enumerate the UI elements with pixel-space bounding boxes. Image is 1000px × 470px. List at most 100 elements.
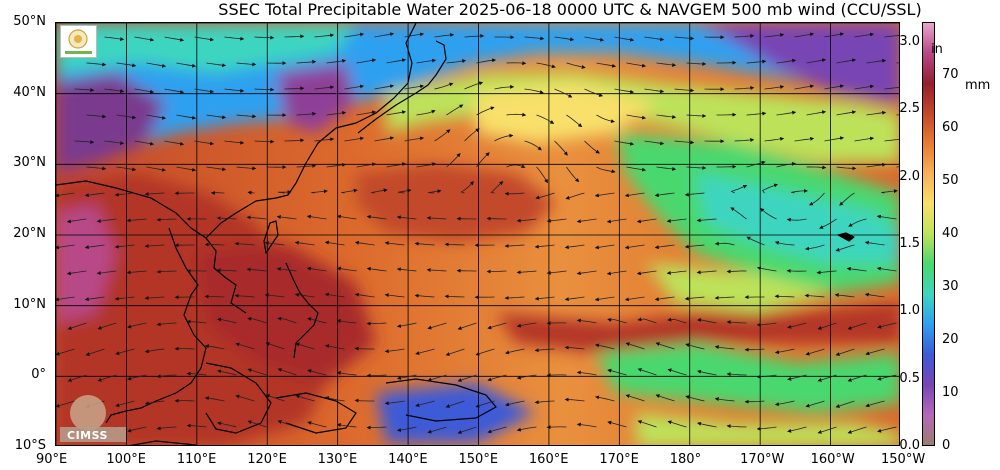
wind-arrow	[85, 348, 105, 356]
wind-arrow	[114, 244, 135, 249]
wind-arrow	[224, 140, 245, 145]
wind-arrow	[204, 294, 225, 299]
wind-arrow	[595, 343, 615, 350]
wind-arrow	[97, 374, 117, 382]
wind-arrow	[384, 241, 405, 246]
wind-arrow	[116, 62, 137, 68]
wind-arrow	[536, 114, 555, 124]
wind-arrow	[809, 192, 825, 206]
wind-arrow	[697, 421, 717, 428]
wind-arrow	[576, 218, 597, 224]
wind-arrow	[667, 317, 687, 324]
wind-arrow	[835, 400, 855, 408]
wind-arrow	[176, 62, 197, 68]
wind-arrow	[67, 322, 87, 330]
wind-arrow	[594, 244, 615, 250]
wind-arrow	[56, 296, 75, 302]
wind-arrow	[866, 162, 887, 168]
wind-arrow	[294, 240, 315, 246]
wind-arrow	[487, 374, 507, 382]
wind-arrow	[686, 113, 707, 118]
wind-arrow	[626, 166, 647, 172]
wind-arrow	[846, 266, 867, 272]
wind-arrow	[206, 166, 227, 172]
wind-arrow	[96, 218, 117, 223]
wind-arrow	[794, 32, 815, 38]
wind-arrow	[714, 397, 735, 402]
wind-arrow	[194, 36, 215, 42]
lat-label: 40°N	[13, 84, 46, 100]
cimss-logo: CIMSS	[58, 393, 128, 443]
wind-arrow	[854, 32, 875, 38]
wind-arrow	[536, 62, 556, 69]
wind-arrow	[476, 152, 490, 168]
wind-arrow	[96, 270, 117, 275]
wind-arrow	[836, 110, 857, 116]
wind-arrow	[696, 218, 717, 223]
wind-arrow	[415, 348, 435, 356]
wind-arrow	[156, 426, 177, 431]
wind-arrow	[584, 88, 604, 97]
lat-label: 20°N	[13, 226, 46, 241]
wind-arrow	[217, 317, 237, 324]
wind-arrow	[674, 140, 695, 145]
wind-arrow	[835, 244, 855, 252]
wind-arrow	[427, 374, 447, 382]
wind-arrow	[787, 374, 807, 381]
wind-arrow	[774, 348, 795, 355]
wind-arrow	[685, 395, 705, 402]
wind-arrow	[726, 320, 747, 325]
wind-arrow	[104, 140, 125, 145]
wind-arrow	[839, 192, 855, 206]
wind-arrow	[186, 423, 207, 428]
wind-arrow	[356, 58, 377, 64]
wind-arrow	[805, 244, 825, 251]
wind-arrow	[386, 162, 407, 168]
wind-arrow	[614, 140, 635, 146]
wind-arrow	[265, 342, 285, 350]
precipitable-water-map[interactable]	[55, 22, 900, 446]
colorbar-unit-mm: mm	[965, 78, 991, 93]
wind-arrow	[56, 348, 75, 356]
wind-arrow	[506, 61, 527, 66]
lon-label: 170°E	[599, 452, 639, 467]
wind-arrow	[865, 348, 885, 356]
wind-arrow	[847, 426, 867, 434]
colorbar-tick-mm: 0	[942, 438, 951, 453]
lat-label: 0°	[31, 367, 46, 383]
wind-arrow	[516, 270, 537, 275]
lat-label: 10°N	[13, 296, 46, 312]
wind-arrow	[546, 218, 567, 223]
wind-arrow	[764, 136, 785, 142]
lon-label: 160°W	[810, 452, 855, 467]
wind-arrow	[224, 36, 245, 41]
wind-arrow	[204, 396, 225, 402]
wind-arrow	[564, 397, 585, 402]
wind-arrow	[756, 322, 777, 327]
lat-label: 30°N	[13, 155, 46, 171]
wind-arrow	[164, 36, 185, 42]
wind-arrow	[564, 296, 585, 302]
wind-arrow	[534, 244, 555, 249]
wind-arrow	[637, 368, 657, 376]
wind-arrow	[194, 140, 215, 146]
wind-arrow	[734, 138, 755, 143]
wind-arrow	[655, 394, 675, 402]
wind-arrow	[314, 33, 335, 38]
wind-arrow	[804, 293, 825, 298]
wind-arrow	[295, 342, 315, 350]
colorbar-tick-in: 2.0	[899, 168, 920, 184]
wind-arrow	[644, 140, 665, 146]
wind-arrow	[524, 36, 545, 41]
wind-streamlines	[56, 32, 899, 434]
map-title: SSEC Total Precipitable Water 2025-06-18…	[218, 0, 922, 19]
wind-arrow	[414, 293, 435, 298]
wind-arrow	[74, 139, 95, 144]
wind-arrow	[306, 214, 327, 220]
wind-arrow	[876, 214, 897, 220]
wind-arrow	[536, 166, 548, 184]
wind-arrow	[236, 114, 257, 119]
wind-arrow	[336, 266, 357, 272]
wind-arrow	[625, 342, 645, 350]
lon-label: 120°E	[247, 452, 287, 467]
